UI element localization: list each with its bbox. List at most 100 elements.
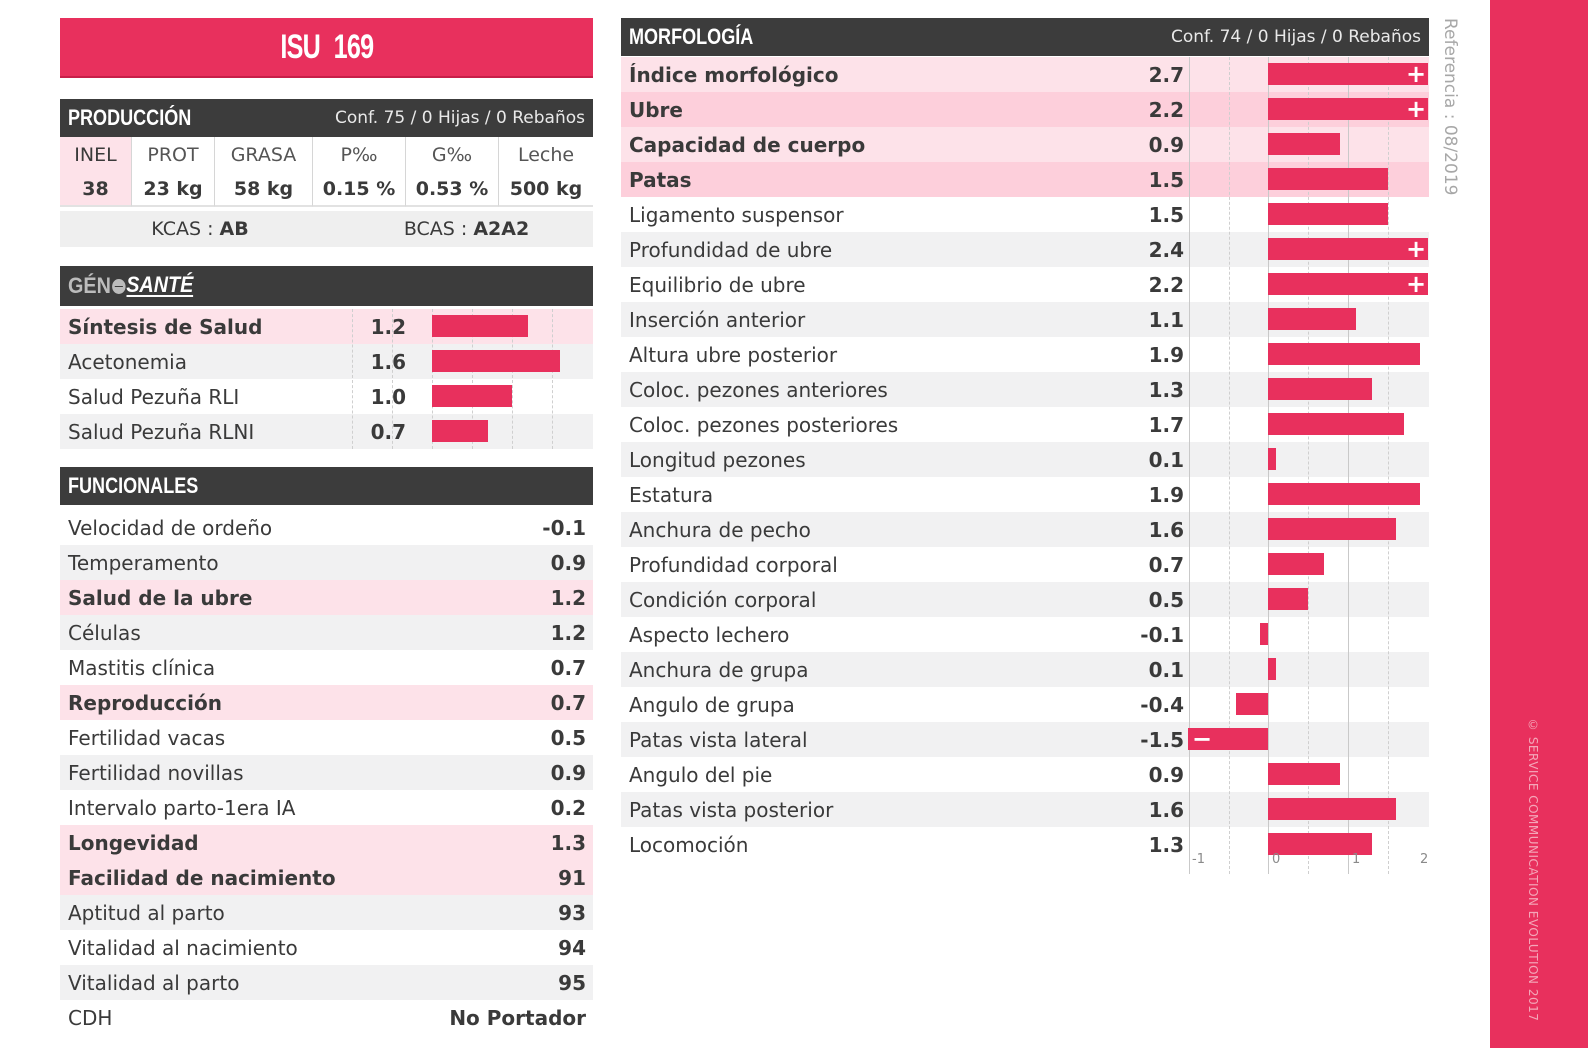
morph-value: 1.9: [1148, 342, 1184, 367]
funcional-value: -0.1: [542, 515, 586, 540]
morph-value: 0.5: [1148, 587, 1184, 612]
morph-label: Longitud pezones: [629, 447, 806, 472]
title-prefix: ISU: [279, 27, 320, 66]
col-leche: Leche: [499, 137, 593, 172]
morph-value: 1.7: [1148, 412, 1184, 437]
morph-label: Profundidad de ubre: [629, 237, 833, 262]
funcional-value: 1.3: [550, 830, 586, 855]
kcas-label: KCAS :: [151, 218, 220, 240]
morph-row: Angulo de grupa -0.4: [621, 687, 1429, 722]
morph-label: Patas vista posterior: [629, 797, 834, 822]
morph-value: 1.9: [1148, 482, 1184, 507]
morph-label: Estatura: [629, 482, 714, 507]
val-g: 0.53 %: [406, 172, 499, 207]
geno-gridline: [352, 309, 353, 449]
funcional-value: No Portador: [449, 1005, 586, 1030]
funcional-label: Salud de la ubre: [68, 585, 253, 610]
morph-label: Inserción anterior: [629, 307, 806, 332]
morph-value: 0.1: [1148, 447, 1184, 472]
morph-bar: [1268, 833, 1372, 855]
morph-value: 1.6: [1148, 517, 1184, 542]
geno-value: 0.7: [370, 419, 406, 444]
morph-row: Longitud pezones 0.1: [621, 442, 1429, 477]
right-accent-strip: © SERVICE COMMUNICATION EVOLUTION 2017: [1490, 0, 1588, 1048]
morph-bar: [1268, 518, 1396, 540]
morph-row: Anchura de grupa 0.1: [621, 652, 1429, 687]
morph-gridline: [1348, 57, 1349, 874]
geno-sante-header: GÉN SANTÉ: [60, 266, 593, 306]
casein-row: KCAS : AB BCAS : A2A2: [60, 211, 593, 247]
kcas: KCAS : AB: [60, 218, 340, 240]
funcional-row: Vitalidad al parto 95: [60, 965, 593, 1000]
funcionales-title: FUNCIONALES: [68, 473, 199, 498]
morph-value: -1.5: [1140, 727, 1184, 752]
morph-row: Angulo del pie 0.9: [621, 757, 1429, 792]
bcas-value: A2A2: [473, 218, 530, 240]
morph-label: Anchura de grupa: [629, 657, 809, 682]
geno-label: Salud Pezuña RLI: [68, 384, 240, 409]
funcional-label: Vitalidad al parto: [68, 970, 240, 995]
funcional-label: Reproducción: [68, 690, 222, 715]
morph-bar: [1268, 98, 1428, 120]
morph-row: Patas vista posterior 1.6: [621, 792, 1429, 827]
morph-bar: [1268, 588, 1308, 610]
funcional-value: 0.9: [550, 760, 586, 785]
morph-gridline: [1308, 57, 1309, 874]
geno-gridline: [472, 309, 473, 449]
funcional-row: CDH No Portador: [60, 1000, 593, 1035]
morph-label: Profundidad corporal: [629, 552, 838, 577]
morph-label: Condición corporal: [629, 587, 817, 612]
geno-gridline: [432, 309, 433, 449]
morph-value: 1.6: [1148, 797, 1184, 822]
funcional-row: Intervalo parto-1era IA 0.2: [60, 790, 593, 825]
funcional-value: 91: [558, 865, 586, 890]
morph-value: -0.1: [1140, 622, 1184, 647]
morph-bar: [1268, 273, 1428, 295]
funcional-value: 0.9: [550, 550, 586, 575]
geno-row: Salud Pezuña RLNI 0.7: [60, 414, 593, 449]
geno-row: Salud Pezuña RLI 1.0: [60, 379, 593, 414]
morph-value: 0.9: [1148, 762, 1184, 787]
geno-bar: [432, 420, 488, 442]
morph-bar: [1268, 553, 1324, 575]
morph-bar: [1268, 448, 1276, 470]
geno-label: Acetonemia: [68, 349, 187, 374]
morph-bar: [1268, 413, 1404, 435]
val-p: 0.15 %: [313, 172, 406, 207]
col-p: P‰: [313, 137, 406, 172]
axis-tick: 2: [1420, 852, 1429, 867]
production-table: INEL PROT GRASA P‰ G‰ Leche 38 23 kg 58 …: [60, 137, 593, 207]
logo-right: SANTÉ: [126, 272, 194, 297]
morph-bar: [1268, 763, 1340, 785]
funcional-value: 0.7: [550, 655, 586, 680]
kcas-value: AB: [219, 218, 249, 240]
axis-tick: 1: [1352, 852, 1361, 867]
col-prot: PROT: [132, 137, 215, 172]
morph-gridline: [1388, 57, 1389, 874]
morfologia-conf: Conf. 74 / 0 Hijas / 0 Rebaños: [1171, 27, 1421, 47]
morph-bar: [1268, 658, 1276, 680]
morph-value: 2.4: [1148, 237, 1184, 262]
bcas-label: BCAS :: [403, 218, 474, 240]
morph-value: 1.3: [1148, 832, 1184, 857]
funcional-value: 1.2: [550, 620, 586, 645]
morph-value: -0.4: [1140, 692, 1184, 717]
funcional-value: 0.7: [550, 690, 586, 715]
morph-label: Coloc. pezones posteriores: [629, 412, 899, 437]
col-g: G‰: [406, 137, 499, 172]
funcional-row: Salud de la ubre 1.2: [60, 580, 593, 615]
geno-value: 1.0: [370, 384, 406, 409]
plus-icon: +: [1406, 60, 1427, 88]
morph-row: Aspecto lechero -0.1: [621, 617, 1429, 652]
morph-label: Locomoción: [629, 832, 749, 857]
morph-bar: [1268, 133, 1340, 155]
geno-gridline: [392, 309, 393, 449]
funcional-value: 94: [558, 935, 586, 960]
funcional-label: Mastitis clínica: [68, 655, 216, 680]
morph-bar: [1268, 378, 1372, 400]
funcional-value: 93: [558, 900, 586, 925]
funcional-row: Velocidad de ordeño -0.1: [60, 510, 593, 545]
morph-value: 0.7: [1148, 552, 1184, 577]
funcional-label: Fertilidad novillas: [68, 760, 244, 785]
morph-bar: [1236, 693, 1268, 715]
